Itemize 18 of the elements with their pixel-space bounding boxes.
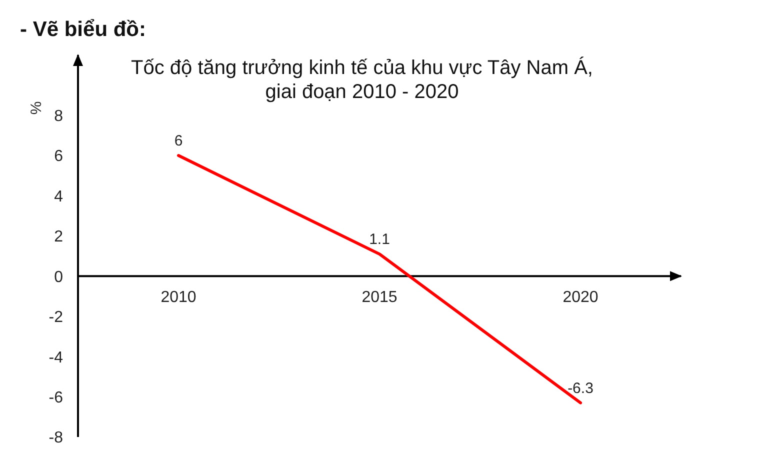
y-tick-label: 6 — [54, 148, 64, 166]
y-axis-title: % — [28, 101, 45, 115]
y-tick-label: -2 — [48, 309, 64, 326]
y-tick-label: -6 — [48, 389, 64, 406]
data-label: -6.3 — [568, 380, 594, 397]
y-tick-label: -8 — [48, 430, 64, 447]
data-label: 1.1 — [369, 231, 390, 248]
x-tick-label: 2015 — [362, 289, 398, 306]
y-tick-label: 8 — [54, 108, 64, 125]
y-tick-label: 2 — [54, 228, 64, 246]
y-tick-label: 0 — [54, 268, 64, 286]
text: Tốc độ tăng trưởng kinh tế của khu vực Tây Nam Á, giai đoạn 2010 - 2020 — [130, 56, 594, 103]
x-tick-label: 2010 — [160, 289, 196, 306]
y-tick-label: -4 — [48, 349, 64, 366]
y-tick-label: 4 — [54, 188, 64, 206]
x-tick-label: 2020 — [562, 289, 598, 306]
text: - Vẽ biểu đồ: — [20, 17, 146, 43]
data-label: 6 — [174, 132, 183, 150]
